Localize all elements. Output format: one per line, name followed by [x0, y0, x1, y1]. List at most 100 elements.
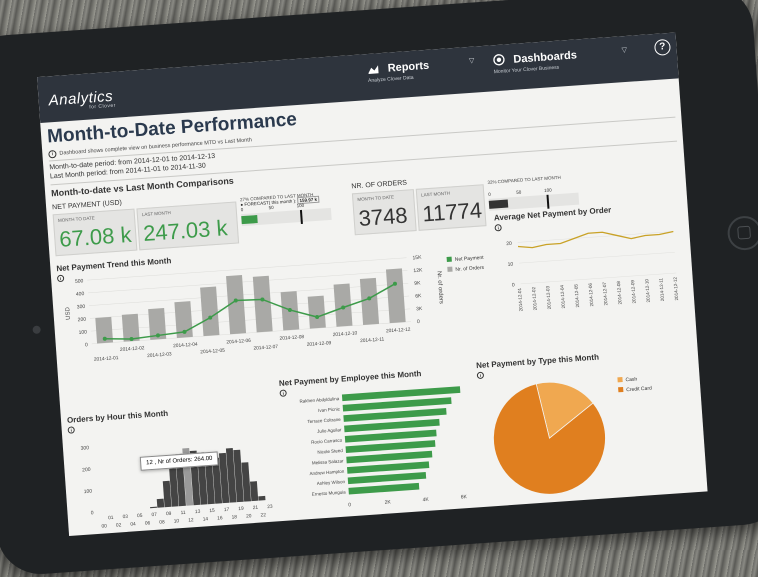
help-icon[interactable]: ? — [654, 39, 671, 56]
y2-tick-label: 15K — [412, 255, 422, 262]
orders-last-value: 11774 — [422, 197, 483, 227]
x-tick-label: 2014-12-03 — [147, 351, 172, 359]
orders-gauge: 32% COMPARED TO LAST MONTH 0 50 100 — [487, 173, 585, 211]
mtd-caption: MONTH TO DATE — [58, 215, 95, 223]
gauge-marker — [546, 195, 549, 209]
bar — [346, 451, 432, 464]
y2-tick-label: 0 — [417, 319, 420, 325]
orders-last-box: LAST MONTH 11774 — [416, 184, 487, 231]
x-tick-label: 05 — [137, 513, 143, 519]
last-month-caption: LAST MONTH — [142, 210, 171, 217]
y-tick-label: Rakhen Abdyldulina — [299, 396, 340, 404]
gauge-tick: 50 — [516, 190, 521, 195]
hour-chart-title: Orders by Hour this Month — [67, 409, 169, 425]
y-tick-label: Ernesto Munguia — [312, 489, 347, 496]
info-icon[interactable]: i — [48, 150, 57, 159]
y-tick-label: 400 — [76, 291, 85, 298]
x-tick-label: 04 — [130, 521, 136, 527]
orders-mtd-value: 3748 — [358, 203, 409, 232]
nav-dashboards-label: Dashboards — [513, 49, 577, 65]
y-tick-label: Rocio Carrasco — [311, 438, 343, 445]
info-icon[interactable]: i — [477, 372, 484, 379]
chevron-down-icon[interactable]: ▽ — [469, 57, 475, 65]
camera-dot — [32, 325, 41, 334]
x-tick-label: 19 — [238, 506, 244, 512]
x-tick-label: 13 — [195, 509, 201, 515]
x-tick-label: 00 — [101, 523, 107, 529]
gauge-tick: 50 — [269, 205, 274, 210]
bar — [308, 296, 326, 329]
y2-tick-label: 9K — [414, 280, 421, 286]
bar — [258, 496, 265, 501]
bar — [250, 481, 258, 501]
y-tick-label: Ivan Picnic — [318, 406, 341, 413]
bar — [348, 472, 426, 484]
nav-dashboards[interactable]: Dashboards Monitor Your Clover Business — [492, 45, 578, 75]
y-tick-label: Julio Aguilar — [317, 427, 342, 434]
brand-sub: for Clover — [89, 103, 116, 111]
gridline — [519, 252, 675, 263]
last-month-caption: LAST MONTH — [421, 191, 450, 198]
legend-swatch — [447, 267, 452, 272]
screen: Analytics for Clover Reports Analyze Clo… — [37, 32, 708, 536]
y-tick-label: 200 — [82, 467, 91, 474]
gauge-fill — [489, 200, 509, 209]
bar — [157, 499, 164, 508]
x-tick-label: 20 — [246, 513, 252, 519]
nav-reports-sub: Analyze Clover Data — [368, 74, 430, 84]
x-tick-label: 2014-12-01 — [94, 355, 119, 363]
legend-label: Credit Card — [626, 385, 652, 393]
home-button[interactable] — [726, 215, 758, 251]
x-tick-label: 2014-12-03 — [545, 285, 552, 309]
gauge-tick: 0 — [488, 192, 491, 197]
x-tick-label: 2014-12-11 — [658, 277, 665, 301]
gauge-tick: 0 — [241, 207, 244, 212]
y-tick-label: Melissa Salazar — [312, 458, 345, 465]
x-tick-label: 16 — [217, 515, 223, 521]
bar — [344, 419, 440, 432]
chevron-down-icon[interactable]: ▽ — [621, 46, 627, 54]
pie-chart-title: Net Payment by Type this Month — [476, 353, 599, 371]
x-tick-label: 23 — [267, 504, 273, 510]
y-axis-label: USD — [65, 306, 72, 320]
bar — [163, 481, 172, 507]
x-tick-label: 2014-12-08 — [279, 334, 304, 342]
bar — [386, 268, 406, 323]
x-tick-label: 11 — [180, 510, 186, 516]
gauge-fill — [241, 215, 258, 224]
brand-logo[interactable]: Analytics for Clover — [48, 88, 116, 114]
net-payment-last-box: LAST MONTH 247.03 k — [136, 201, 239, 250]
x-tick-label: 12 — [188, 517, 194, 523]
legend-swatch — [617, 377, 622, 382]
comparisons-heading: Month-to-date vs Last Month Comparisons — [51, 176, 234, 199]
y-tick-label: Terrace Coltrane — [307, 417, 341, 424]
x-tick-label: 2014-12-10 — [644, 278, 651, 302]
x-tick-label: 2014-12-05 — [200, 348, 225, 356]
legend-swatch — [447, 257, 452, 262]
gridline — [521, 273, 677, 284]
y-tick-label: 300 — [77, 304, 86, 311]
y-tick-label: 10 — [507, 262, 513, 268]
x-tick-label: 6K — [461, 494, 468, 500]
orders-heading: NR. OF ORDERS — [351, 180, 407, 191]
bar — [346, 440, 436, 453]
x-tick-label: 06 — [145, 520, 151, 526]
reports-icon — [367, 62, 380, 75]
y-tick-label: 0 — [91, 510, 94, 516]
x-tick-label: 2014-12-02 — [531, 286, 538, 310]
y2-axis-label: Nr. of orders — [436, 271, 444, 304]
x-tick-label: 2014-12-12 — [673, 276, 680, 300]
y-tick-label: 500 — [75, 278, 84, 285]
y-tick-label: 300 — [81, 445, 90, 452]
x-tick-label: 2014-12-11 — [360, 336, 385, 344]
nav-reports[interactable]: Reports Analyze Clover Data — [367, 56, 431, 84]
y-tick-label: 0 — [85, 342, 88, 348]
x-tick-label: 2014-12-07 — [602, 281, 609, 305]
y2-tick-label: 12K — [413, 267, 423, 274]
x-tick-label: 10 — [174, 518, 180, 524]
x-tick-label: 22 — [260, 512, 266, 518]
x-tick-label: 21 — [253, 505, 259, 511]
x-tick-label: 07 — [151, 512, 157, 518]
net-payment-last-value: 247.03 k — [142, 215, 228, 247]
